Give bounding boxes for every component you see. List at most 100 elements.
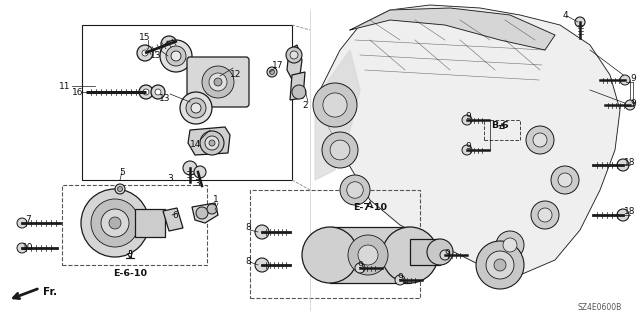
Circle shape: [313, 83, 357, 127]
Circle shape: [358, 245, 378, 265]
Circle shape: [286, 47, 302, 63]
Circle shape: [526, 126, 554, 154]
Circle shape: [322, 132, 358, 168]
Circle shape: [533, 133, 547, 147]
Circle shape: [118, 187, 122, 191]
Polygon shape: [188, 127, 230, 155]
Circle shape: [115, 184, 125, 194]
Text: 4: 4: [562, 11, 568, 20]
Circle shape: [191, 103, 201, 113]
Circle shape: [551, 166, 579, 194]
Circle shape: [255, 258, 269, 272]
Circle shape: [330, 140, 350, 160]
Polygon shape: [163, 208, 183, 231]
Circle shape: [292, 85, 306, 99]
Circle shape: [202, 66, 234, 98]
Circle shape: [395, 275, 405, 285]
Circle shape: [200, 131, 224, 155]
Text: 9: 9: [630, 99, 636, 108]
Text: 7: 7: [25, 215, 31, 225]
Circle shape: [531, 201, 559, 229]
Circle shape: [575, 17, 585, 27]
Circle shape: [496, 231, 524, 259]
Bar: [484, 120, 520, 140]
Text: 17: 17: [272, 60, 284, 69]
Circle shape: [194, 166, 206, 178]
Circle shape: [205, 136, 219, 150]
Text: 13: 13: [150, 51, 162, 60]
Circle shape: [269, 69, 275, 75]
Circle shape: [290, 51, 298, 59]
Polygon shape: [410, 239, 440, 265]
Circle shape: [427, 239, 453, 265]
Bar: [62, 185, 207, 265]
Circle shape: [503, 238, 517, 252]
Text: 9: 9: [465, 141, 471, 150]
Circle shape: [109, 217, 121, 229]
Text: E-7-10: E-7-10: [353, 203, 387, 212]
Text: 3: 3: [194, 179, 200, 188]
Circle shape: [17, 243, 27, 253]
Text: 18: 18: [624, 207, 636, 217]
Text: 1: 1: [213, 196, 219, 204]
Circle shape: [620, 75, 630, 85]
Polygon shape: [126, 250, 134, 258]
Circle shape: [155, 89, 161, 95]
Circle shape: [382, 227, 438, 283]
Text: 9: 9: [357, 260, 363, 269]
Circle shape: [617, 209, 629, 221]
Circle shape: [347, 182, 364, 198]
Polygon shape: [330, 227, 410, 283]
Circle shape: [440, 250, 450, 260]
Text: 9: 9: [465, 111, 471, 121]
Text: 6: 6: [172, 211, 178, 220]
Polygon shape: [290, 72, 305, 100]
Circle shape: [462, 115, 472, 125]
Text: SZ4E0600B: SZ4E0600B: [578, 303, 622, 313]
Circle shape: [214, 78, 222, 86]
Text: 9: 9: [397, 273, 403, 282]
Circle shape: [160, 40, 192, 72]
Text: 14: 14: [190, 140, 202, 148]
Polygon shape: [350, 8, 555, 50]
Circle shape: [180, 92, 212, 124]
Text: 10: 10: [22, 244, 34, 252]
Circle shape: [142, 50, 148, 56]
Circle shape: [17, 218, 27, 228]
Circle shape: [183, 161, 197, 175]
Polygon shape: [192, 203, 218, 223]
Circle shape: [91, 199, 139, 247]
Text: 13: 13: [159, 93, 171, 102]
Text: 8: 8: [245, 258, 251, 267]
Circle shape: [171, 51, 181, 61]
Circle shape: [558, 173, 572, 187]
Circle shape: [494, 259, 506, 271]
Circle shape: [538, 208, 552, 222]
Text: 2: 2: [302, 100, 308, 109]
Circle shape: [267, 67, 277, 77]
Text: B-6: B-6: [491, 121, 509, 130]
Circle shape: [255, 225, 269, 239]
Circle shape: [161, 36, 177, 52]
Circle shape: [137, 45, 153, 61]
Circle shape: [151, 85, 165, 99]
FancyBboxPatch shape: [187, 57, 249, 107]
Circle shape: [476, 241, 524, 289]
Circle shape: [323, 93, 347, 117]
Circle shape: [81, 189, 149, 257]
Circle shape: [139, 85, 153, 99]
Polygon shape: [135, 209, 165, 237]
Text: 16: 16: [72, 87, 84, 97]
Circle shape: [166, 41, 172, 47]
Circle shape: [209, 140, 215, 146]
Circle shape: [355, 263, 365, 273]
Text: 18: 18: [624, 157, 636, 166]
Polygon shape: [287, 45, 302, 85]
Text: 9: 9: [630, 74, 636, 83]
Circle shape: [196, 207, 208, 219]
Circle shape: [462, 145, 472, 155]
Text: 3: 3: [167, 173, 173, 182]
Circle shape: [186, 98, 206, 118]
Bar: [82, 25, 292, 180]
Text: 8: 8: [245, 222, 251, 231]
